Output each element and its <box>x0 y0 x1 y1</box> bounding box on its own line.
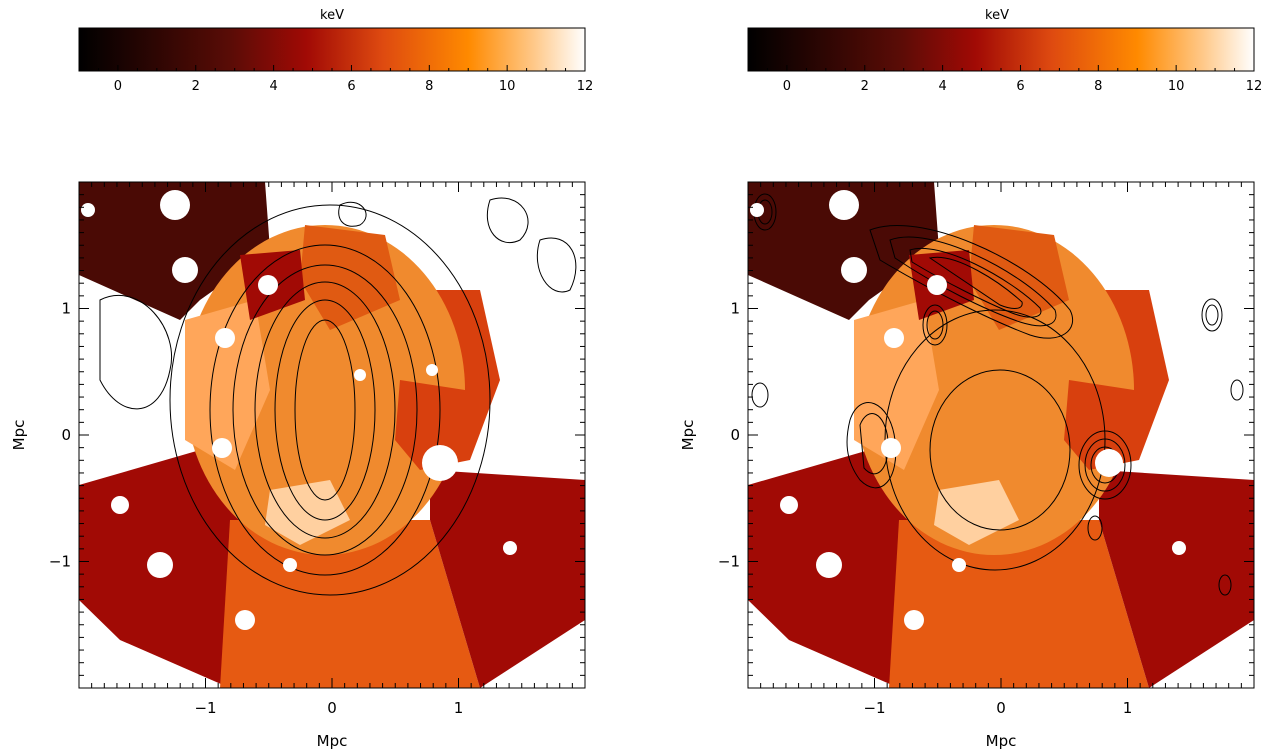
right-sector-nw <box>748 182 939 320</box>
right-cell-2 <box>969 225 1069 330</box>
right-x-tick-label: −1 <box>863 699 885 717</box>
left-colorbar-ticks: 0 2 4 6 8 10 12 <box>97 65 594 94</box>
left-axis-ticks: −1 0 1 −1 0 1 <box>49 182 585 717</box>
right-x-axis-label: Mpc <box>986 732 1017 750</box>
right-colorbar <box>747 27 1255 72</box>
left-y-tick-label: 0 <box>61 426 71 444</box>
right-contours <box>751 193 1244 596</box>
left-x-tick-label: 1 <box>454 699 464 717</box>
right-y-axis-label: Mpc <box>679 420 697 451</box>
right-colorbar-tick-label: 8 <box>1094 79 1102 94</box>
right-y-tick-label: −1 <box>718 553 740 571</box>
right-sector-e <box>1099 470 1254 688</box>
right-y-tick-label: 1 <box>730 300 740 318</box>
right-x-tick-label: 0 <box>996 699 1006 717</box>
right-colorbar-tick-label: 4 <box>938 79 946 94</box>
right-x-tick-label: 1 <box>1123 699 1133 717</box>
left-x-tick-label: 0 <box>327 699 337 717</box>
left-panel: keV 0 2 4 6 8 10 12 <box>10 8 593 750</box>
right-colorbar-tick-label: 6 <box>1016 79 1024 94</box>
right-colorbar-ticks: 0 2 4 6 8 10 12 <box>766 65 1263 94</box>
left-colorbar-tick-label: 2 <box>192 79 200 94</box>
left-contours <box>99 197 577 596</box>
right-masked-sources <box>750 190 1249 673</box>
right-colorbar-label: keV <box>985 8 1009 23</box>
right-axis-ticks: −1 0 1 −1 0 1 <box>718 182 1254 717</box>
right-y-tick-label: 0 <box>730 426 740 444</box>
left-y-tick-label: −1 <box>49 553 71 571</box>
left-y-axis-label: Mpc <box>10 420 28 451</box>
right-cell-3 <box>934 480 1019 545</box>
right-colorbar-tick-label: 0 <box>783 79 791 94</box>
left-colorbar-tick-label: 8 <box>425 79 433 94</box>
left-cell-1 <box>185 300 270 470</box>
right-cell-1 <box>854 300 939 470</box>
left-sector-nw <box>79 182 270 320</box>
right-colorbar-tick-label: 2 <box>861 79 869 94</box>
left-colorbar-tick-label: 10 <box>499 79 516 94</box>
left-cell-2 <box>300 225 400 330</box>
left-temperature-map <box>79 182 585 688</box>
left-sector-e <box>430 470 585 688</box>
left-colorbar-label: keV <box>320 8 344 23</box>
left-colorbar-tick-label: 12 <box>577 79 594 94</box>
left-x-tick-label: −1 <box>194 699 216 717</box>
left-masked-sources <box>81 190 580 673</box>
left-colorbar <box>78 27 586 72</box>
left-colorbar-tick-label: 0 <box>114 79 122 94</box>
right-panel: keV 0 2 4 6 8 10 12 <box>679 8 1262 750</box>
right-colorbar-tick-label: 10 <box>1168 79 1185 94</box>
left-y-tick-label: 1 <box>61 300 71 318</box>
left-x-axis-label: Mpc <box>317 732 348 750</box>
left-colorbar-tick-label: 4 <box>269 79 277 94</box>
right-colorbar-tick-label: 12 <box>1246 79 1263 94</box>
right-temperature-map <box>748 182 1254 688</box>
left-colorbar-tick-label: 6 <box>347 79 355 94</box>
